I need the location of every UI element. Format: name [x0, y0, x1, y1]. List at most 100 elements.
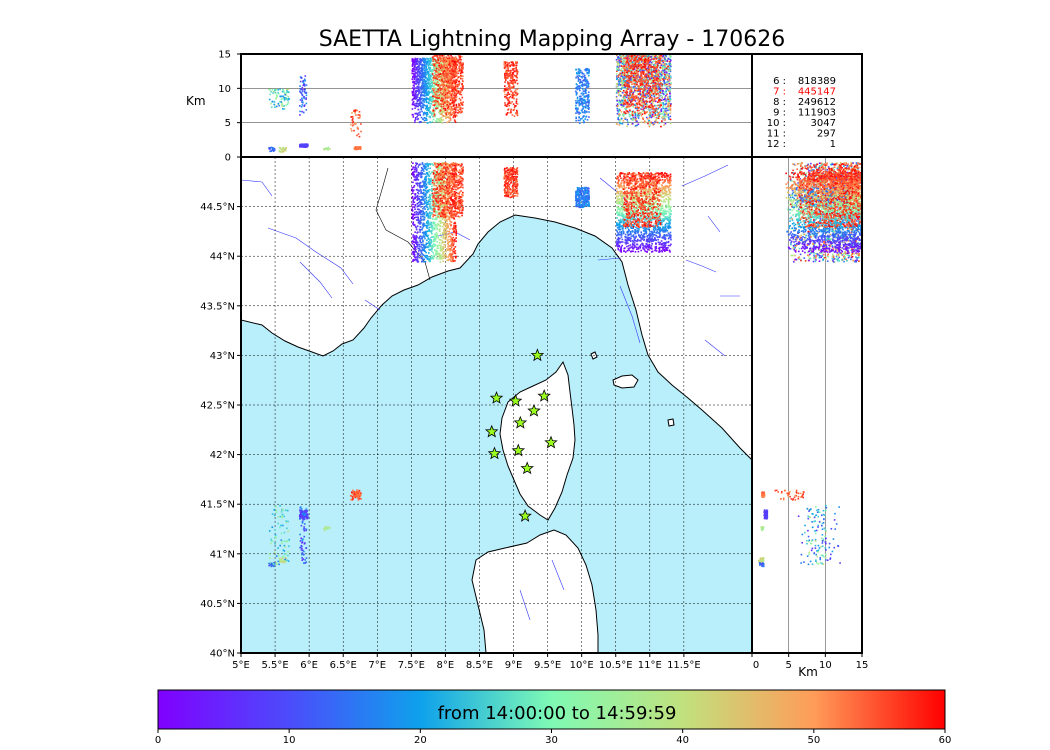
lightning-source-point [444, 244, 447, 246]
lightning-source-point [627, 218, 629, 221]
lightning-source-point [650, 178, 653, 181]
lightning-source-point [660, 194, 662, 197]
lightning-source-point [458, 195, 460, 198]
lightning-source-point [433, 176, 436, 178]
lightning-source-point [632, 241, 634, 243]
lightning-source-point [648, 199, 650, 202]
lightning-source-point [439, 249, 442, 252]
lightning-source-point [616, 223, 618, 226]
chart-title: SAETTA Lightning Mapping Array - 170626 [319, 27, 786, 52]
lightning-source-point [626, 182, 629, 185]
lightning-source-point [615, 177, 618, 180]
lightning-source-point [434, 174, 437, 177]
lightning-source-point [657, 207, 660, 210]
lightning-source-point [620, 221, 623, 224]
lightning-source-point [581, 187, 584, 189]
lightning-source-point [449, 223, 451, 225]
lightning-source-point [640, 189, 643, 192]
lightning-source-point [460, 170, 463, 173]
lightning-source-point [647, 221, 650, 224]
lightning-source-point [667, 223, 669, 225]
lightning-source-point [511, 188, 513, 191]
lightning-source-point [426, 220, 429, 222]
lightning-source-point [418, 243, 420, 246]
lightning-source-point [441, 178, 443, 181]
lightning-source-point [283, 561, 286, 564]
lightning-source-point [631, 204, 633, 206]
lightning-source-point [664, 226, 666, 228]
lightning-source-point [644, 193, 646, 196]
lightning-source-point [286, 527, 288, 530]
lightning-source-point [457, 195, 459, 198]
lightning-source-point [424, 195, 426, 197]
lightning-source-point [427, 215, 430, 217]
lightning-source-point [444, 163, 447, 166]
lightning-source-point [625, 194, 628, 197]
lightning-source-point [620, 248, 623, 251]
lightning-source-point [448, 176, 451, 178]
lightning-source-point [440, 203, 442, 205]
lightning-source-point [652, 232, 654, 235]
lightning-source-point [642, 205, 645, 207]
lightning-source-point [583, 189, 586, 192]
lightning-source-point [455, 229, 457, 231]
lightning-source-point [645, 195, 648, 198]
lightning-source-point [428, 194, 431, 196]
lightning-source-point [430, 257, 433, 260]
lightning-source-point [662, 217, 665, 220]
lightning-source-point [437, 247, 439, 250]
lightning-source-point [504, 192, 506, 194]
lightning-source-point [623, 184, 625, 187]
lightning-source-point [621, 187, 624, 190]
lightning-source-point [443, 186, 446, 188]
lightning-source-point [584, 186, 587, 189]
lightning-source-point [413, 253, 416, 256]
lightning-source-point [625, 174, 628, 176]
lightning-source-point [451, 233, 454, 236]
lightning-source-point [645, 232, 647, 235]
lightning-source-point [657, 241, 660, 244]
lightning-source-point [633, 207, 635, 210]
lightning-source-point [453, 217, 455, 220]
lightning-source-point [283, 559, 285, 562]
lightning-source-point [633, 172, 636, 175]
lightning-source-point [633, 216, 635, 218]
lightning-source-point [639, 180, 642, 182]
lightning-source-point [575, 205, 578, 208]
lightning-source-point [416, 168, 418, 170]
lightning-source-point [669, 234, 672, 237]
lightning-source-point [455, 165, 458, 168]
lightning-source-point [446, 178, 448, 181]
lightning-source-point [649, 218, 651, 221]
lightning-source-point [624, 199, 626, 201]
lightning-source-point [627, 182, 630, 185]
lightning-source-point [423, 231, 425, 234]
lightning-source-point [445, 228, 448, 230]
lightning-source-point [426, 208, 429, 211]
lightning-source-point [451, 181, 454, 183]
lightning-source-point [411, 206, 414, 208]
lightning-source-point [420, 211, 423, 213]
lightning-source-point [648, 234, 651, 237]
lightning-source-point [415, 175, 417, 178]
lightning-source-point [450, 216, 453, 218]
lightning-source-point [635, 226, 637, 229]
lightning-source-point [280, 515, 283, 517]
lightning-source-point [657, 199, 659, 201]
lightning-source-point [579, 199, 582, 202]
lightning-source-point [281, 561, 283, 563]
lightning-source-point [438, 179, 440, 181]
lightning-source-point [429, 167, 431, 170]
lightning-source-point [449, 172, 452, 175]
lightning-source-point [435, 250, 438, 252]
lightning-source-point [615, 200, 618, 203]
lightning-source-point [442, 162, 445, 164]
lightning-source-point [667, 202, 670, 205]
lightning-source-point [661, 190, 664, 192]
lightning-source-point [421, 227, 424, 230]
lightning-source-point [451, 252, 454, 255]
lightning-source-point [458, 178, 461, 181]
lightning-source-point [665, 190, 667, 193]
lightning-source-point [428, 258, 430, 260]
lightning-source-point [651, 250, 654, 253]
